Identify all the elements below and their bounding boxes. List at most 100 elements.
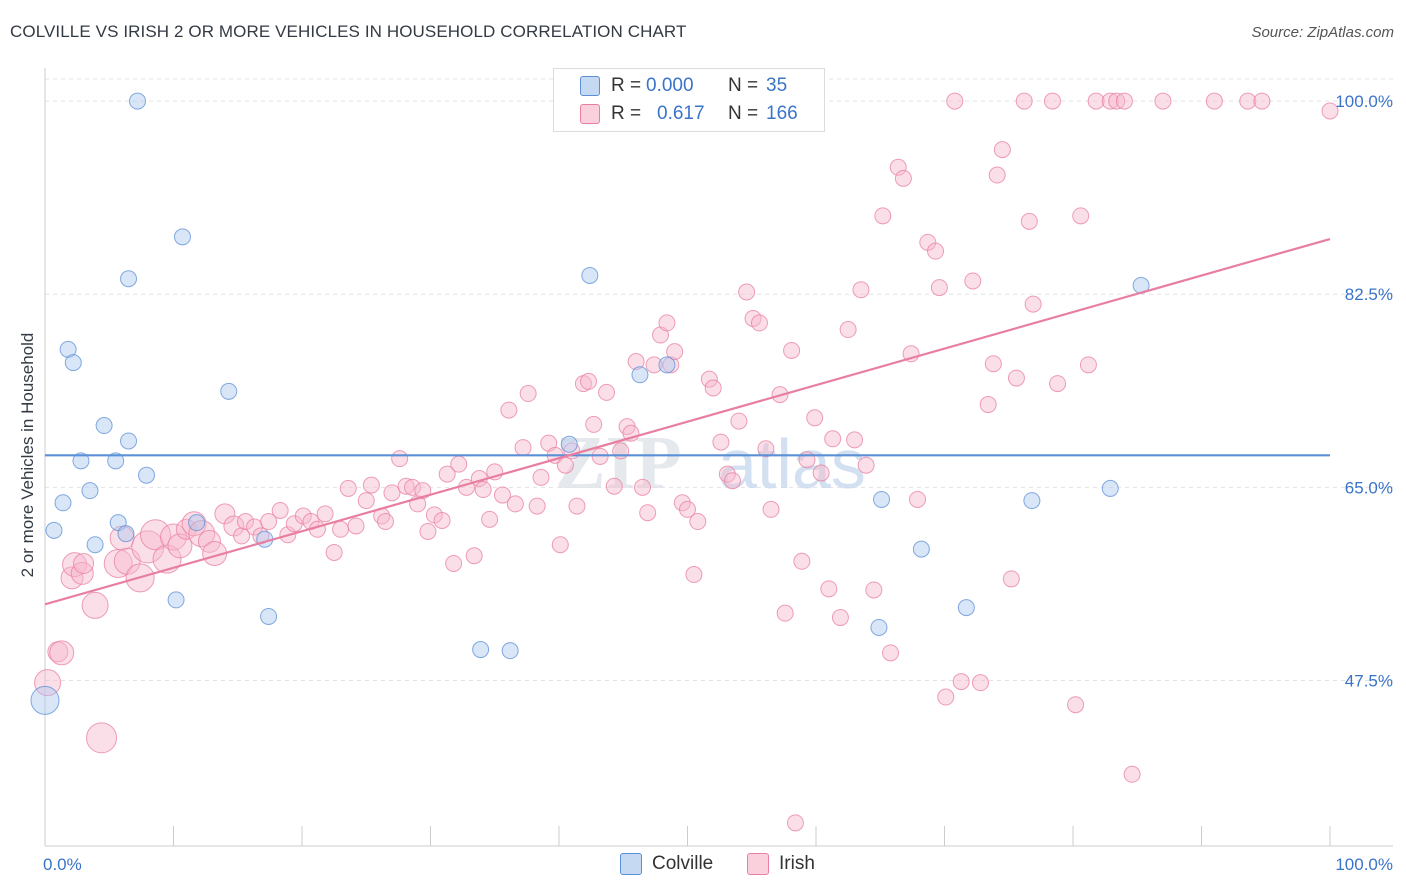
colville-point — [129, 92, 147, 110]
irish-point — [952, 673, 970, 691]
x-tick-label-max: 100.0% — [1335, 855, 1393, 874]
irish-point — [889, 158, 907, 176]
irish-points — [34, 92, 1339, 832]
colville-point — [107, 452, 125, 470]
irish-point — [49, 640, 75, 666]
irish-point — [712, 433, 730, 451]
colville-point — [120, 270, 138, 288]
irish-point — [152, 544, 182, 574]
irish-point — [481, 510, 499, 528]
colville-point — [86, 536, 104, 554]
colville-point — [117, 525, 135, 543]
colville-point — [912, 540, 930, 558]
irish-point — [1002, 570, 1020, 588]
irish-legend-label: Irish — [779, 853, 815, 874]
irish-point — [634, 478, 652, 496]
irish-point — [73, 552, 95, 574]
irish-point — [167, 533, 193, 559]
legend-row-irish: R = 0.617 N = 166 — [554, 101, 824, 127]
colville-point — [957, 599, 975, 617]
irish-point — [798, 451, 816, 469]
n-label: N = — [728, 75, 759, 96]
irish-legend-swatch — [747, 853, 769, 875]
irish-swatch — [580, 104, 600, 124]
irish-point — [612, 442, 630, 460]
irish-point — [750, 314, 768, 332]
irish-point — [391, 450, 409, 468]
irish-point — [738, 283, 756, 301]
n-label: N = — [728, 103, 759, 124]
irish-point — [316, 505, 334, 523]
irish-point — [214, 503, 236, 525]
irish-point — [776, 604, 794, 622]
irish-point — [500, 401, 518, 419]
irish-point — [937, 688, 955, 706]
irish-point — [627, 353, 645, 371]
irish-point — [598, 383, 616, 401]
irish-point — [1049, 375, 1067, 393]
irish-point — [1067, 696, 1085, 714]
irish-point — [1115, 92, 1133, 110]
irish-point — [812, 464, 830, 482]
colville-point — [472, 641, 490, 659]
irish-point — [236, 513, 254, 531]
irish-point — [474, 481, 492, 499]
y-tick-label: 65.0% — [1345, 478, 1393, 497]
source-label: Source: ZipAtlas.com — [1251, 24, 1394, 41]
irish-point — [1015, 92, 1033, 110]
colville-point — [45, 521, 63, 539]
irish-point — [865, 581, 883, 599]
irish-point — [362, 476, 380, 494]
irish-point — [793, 552, 811, 570]
irish-point — [465, 547, 483, 565]
irish-point — [971, 674, 989, 692]
irish-point — [383, 484, 401, 502]
irish-point — [839, 321, 857, 339]
irish-point — [639, 504, 657, 522]
irish-point — [1101, 92, 1119, 110]
irish-point — [679, 500, 696, 518]
irish-point — [988, 166, 1006, 184]
colville-n-value: 35 — [766, 75, 788, 96]
irish-point — [450, 455, 468, 473]
irish-point — [704, 379, 722, 397]
irish-point — [824, 430, 842, 448]
irish-point — [762, 500, 780, 518]
irish-point — [325, 543, 343, 561]
chart-title: COLVILLE VS IRISH 2 OR MORE VEHICLES IN … — [10, 22, 687, 41]
irish-point — [1007, 369, 1025, 387]
irish-point — [846, 431, 864, 449]
irish-point — [1154, 92, 1172, 110]
irish-point — [506, 495, 524, 513]
irish-point — [528, 497, 546, 515]
irish-point — [568, 497, 586, 515]
y-tick-label: 100.0% — [1335, 92, 1393, 111]
irish-point — [605, 477, 623, 495]
irish-point — [81, 591, 109, 619]
irish-point — [806, 409, 824, 427]
irish-point — [984, 355, 1002, 373]
irish-point — [909, 490, 927, 508]
irish-point — [783, 341, 801, 359]
irish-point — [532, 468, 550, 486]
irish-point — [62, 552, 88, 578]
watermark-atlas: atlas — [718, 425, 866, 503]
colville-legend-swatch — [620, 853, 642, 875]
irish-point — [1253, 92, 1271, 110]
irish-point — [927, 242, 945, 260]
irish-point — [882, 644, 900, 662]
irish-point — [493, 486, 511, 504]
irish-point — [260, 513, 278, 531]
irish-point — [514, 439, 532, 457]
x-tick-label-min: 0.0% — [43, 855, 82, 874]
colville-point — [658, 356, 676, 374]
irish-point — [700, 370, 718, 388]
irish-point — [964, 272, 982, 290]
colville-point — [64, 354, 82, 372]
irish-point — [979, 396, 997, 414]
colville-point — [1023, 492, 1041, 510]
irish-point — [786, 814, 804, 832]
irish-point — [685, 566, 703, 584]
irish-point — [556, 456, 574, 474]
